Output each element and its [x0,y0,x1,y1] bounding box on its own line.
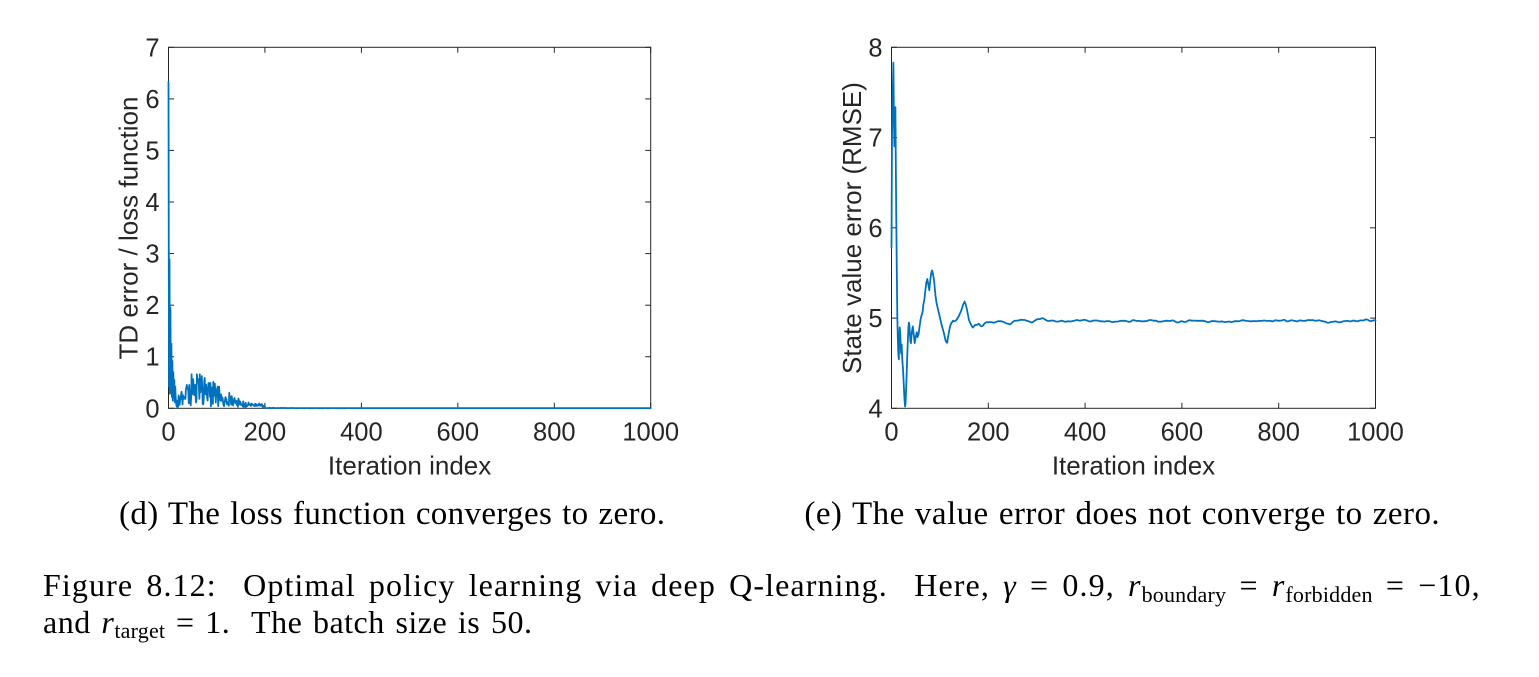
svg-text:6: 6 [868,215,882,243]
svg-text:800: 800 [1257,419,1300,447]
svg-text:Iteration index: Iteration index [328,450,491,480]
svg-text:600: 600 [1161,419,1204,447]
svg-text:2: 2 [145,292,159,320]
svg-text:7: 7 [868,125,882,153]
svg-text:8: 8 [868,34,882,62]
svg-text:0: 0 [145,395,159,423]
svg-text:6: 6 [145,86,159,114]
svg-text:800: 800 [533,419,576,447]
svg-text:200: 200 [967,419,1010,447]
svg-text:400: 400 [1064,419,1107,447]
svg-text:0: 0 [884,419,898,447]
svg-text:Iteration index: Iteration index [1052,450,1215,480]
svg-text:1000: 1000 [1347,419,1404,447]
svg-text:3: 3 [145,241,159,269]
svg-text:200: 200 [244,419,287,447]
svg-text:400: 400 [340,419,383,447]
svg-text:600: 600 [437,419,480,447]
svg-text:1: 1 [145,344,159,372]
svg-text:0: 0 [161,419,175,447]
svg-text:4: 4 [145,189,159,217]
svg-text:State value error (RMSE): State value error (RMSE) [837,82,867,374]
svg-text:4: 4 [868,395,882,423]
svg-text:7: 7 [145,34,159,62]
svg-text:1000: 1000 [622,419,679,447]
svg-text:5: 5 [868,305,882,333]
svg-text:5: 5 [145,137,159,165]
svg-text:TD error / loss function: TD error / loss function [114,97,144,360]
